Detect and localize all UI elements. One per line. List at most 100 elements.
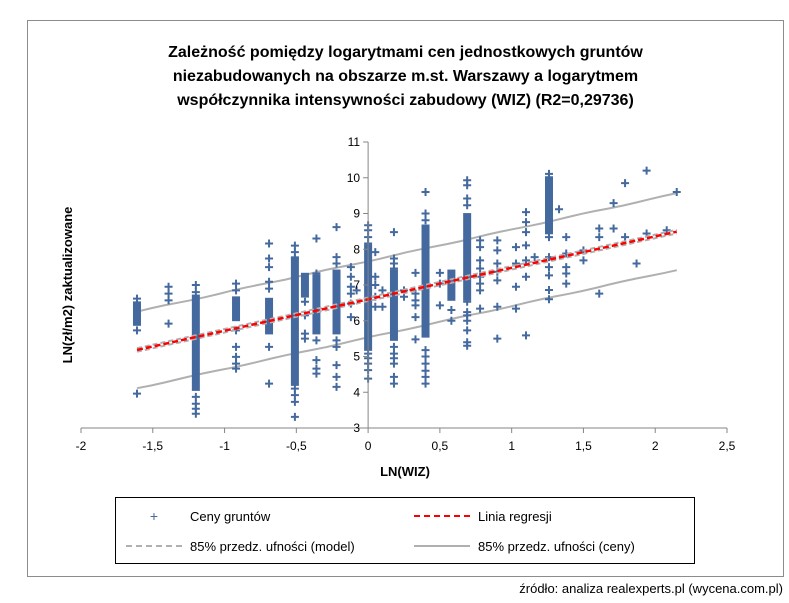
data-point	[265, 254, 274, 263]
data-point	[265, 284, 274, 293]
data-point	[378, 302, 387, 311]
data-point	[164, 289, 173, 298]
data-point	[476, 243, 485, 252]
chart-title: Zależność pomiędzy logarytmami cen jedno…	[27, 41, 784, 113]
data-point	[265, 277, 274, 286]
data-point	[265, 342, 274, 351]
data-point	[191, 392, 200, 401]
data-point	[493, 259, 502, 268]
data-point	[132, 389, 141, 398]
data-point	[371, 281, 380, 289]
data-point	[522, 218, 531, 227]
data-point-cluster	[447, 269, 456, 301]
data-point	[346, 289, 355, 298]
data-point	[463, 341, 472, 350]
data-point	[447, 316, 456, 325]
data-point	[511, 304, 520, 313]
regression-layer	[136, 228, 678, 353]
data-point	[421, 359, 430, 368]
legend-label: 85% przedz. ufności (model)	[190, 538, 355, 554]
data-point	[332, 382, 341, 391]
data-point	[265, 239, 274, 248]
data-point	[191, 409, 200, 418]
data-point	[346, 282, 355, 291]
data-point	[191, 288, 200, 297]
data-point	[421, 379, 430, 388]
data-point	[164, 296, 173, 305]
data-point	[562, 269, 571, 278]
data-point	[421, 372, 430, 381]
data-point	[232, 342, 241, 351]
data-point	[164, 282, 173, 291]
y-tick-label: 6	[353, 314, 360, 328]
data-point-cluster	[290, 256, 299, 386]
x-tick-label: -0,5	[286, 439, 307, 453]
data-point	[447, 306, 456, 315]
data-point	[421, 209, 430, 218]
y-tick-label: 7	[353, 278, 360, 292]
data-point	[522, 241, 531, 250]
y-tick-label: 10	[347, 171, 361, 185]
data-point	[389, 228, 398, 237]
data-point-cluster	[389, 269, 398, 341]
y-tick-label: 9	[353, 207, 360, 221]
data-point	[312, 356, 321, 365]
data-point	[609, 199, 618, 208]
data-point	[544, 295, 553, 304]
data-point	[191, 281, 200, 289]
data-point-cluster	[232, 296, 241, 322]
data-point	[609, 224, 618, 233]
legend-item-price-band: 85% przedz. ufności (ceny)	[414, 536, 635, 556]
data-point	[421, 352, 430, 361]
data-point	[312, 269, 321, 278]
data-point	[511, 282, 520, 291]
data-point	[493, 334, 502, 343]
data-point	[290, 412, 299, 421]
data-point	[332, 372, 341, 381]
price-band-lower	[136, 269, 678, 390]
data-point	[132, 326, 141, 335]
data-point	[378, 286, 387, 295]
data-point	[522, 331, 531, 340]
data-point	[232, 286, 241, 295]
data-point	[522, 228, 531, 237]
data-point	[312, 369, 321, 378]
data-point	[371, 248, 380, 257]
x-tick-label: -1,5	[142, 439, 163, 453]
data-point	[435, 301, 444, 310]
data-point-cluster	[421, 224, 430, 338]
data-point	[476, 286, 485, 295]
y-tick-label: 5	[353, 350, 360, 364]
legend-label: 85% przedz. ufności (ceny)	[478, 538, 635, 554]
data-point	[411, 313, 420, 322]
data-point	[421, 188, 430, 197]
data-point	[463, 316, 472, 325]
data-point	[463, 194, 472, 203]
legend-label: Linia regresji	[478, 508, 552, 524]
x-tick-label: 0	[365, 439, 372, 453]
data-point-cluster	[332, 269, 341, 335]
data-point	[421, 216, 430, 225]
data-point-cluster	[132, 301, 141, 326]
gray-solid-line-icon	[414, 545, 470, 547]
y-axis-label: LN(zł/m2) zaktualizowane	[60, 207, 75, 364]
data-point	[411, 335, 420, 344]
legend: + Ceny gruntów Linia regresji 85% przedz…	[115, 497, 695, 564]
data-point	[389, 359, 398, 368]
data-point	[511, 243, 520, 252]
data-point	[476, 264, 485, 273]
data-point	[352, 286, 361, 295]
data-point	[232, 352, 241, 361]
data-point	[621, 233, 630, 242]
data-point	[290, 397, 299, 406]
data-point	[522, 256, 531, 265]
data-point	[463, 181, 472, 190]
data-point	[312, 336, 321, 345]
data-point	[389, 379, 398, 388]
data-point	[562, 279, 571, 288]
data-point	[544, 263, 553, 272]
data-point	[544, 271, 553, 280]
x-tick-label: 2,5	[719, 439, 736, 453]
data-point-cluster	[463, 213, 472, 301]
chart-title-line: Zależność pomiędzy logarytmami cen jedno…	[168, 44, 643, 61]
